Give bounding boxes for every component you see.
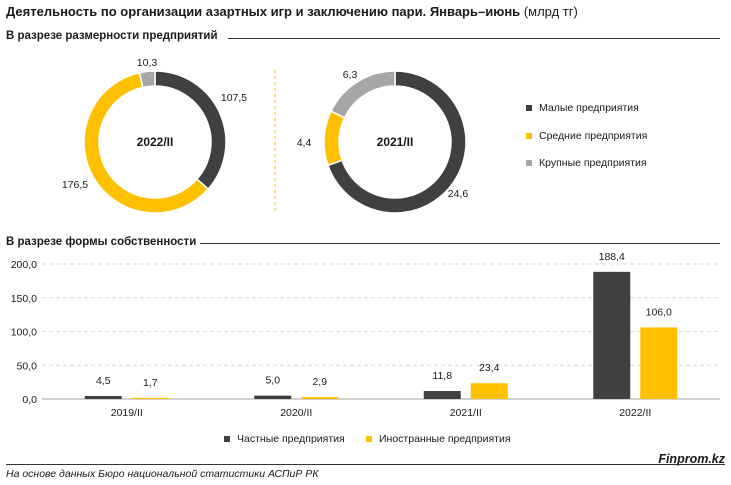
- bar-label-0-2: 11,8: [432, 370, 452, 382]
- section-title-size: В разрезе размерности предприятий: [6, 30, 218, 42]
- legend-size-swatch-0: [526, 105, 532, 111]
- donut-0-slice-2: [138, 70, 156, 89]
- donut-0-label-2: 10,3: [137, 57, 158, 69]
- x-tick-label-1: 2020/II: [280, 407, 312, 419]
- donut-1-label-0: 24,6: [448, 188, 469, 200]
- legend-ownership-item-1: Иностранные предприятия: [366, 433, 511, 445]
- legend-size-label-2: Крупные предприятия: [539, 157, 647, 169]
- chart-title-text: Деятельность по организации азартных игр…: [6, 4, 521, 19]
- legend-ownership-label-0: Частные предприятия: [237, 433, 345, 445]
- legend-ownership-item-0: Частные предприятия: [224, 433, 345, 445]
- y-tick-label-2: 100,0: [11, 327, 37, 339]
- legend-size-item-1: Средние предприятия: [526, 130, 647, 142]
- bar-label-1-0: 1,7: [143, 377, 158, 389]
- donut-1-center-label: 2021/II: [377, 135, 414, 149]
- x-tick-label-0: 2019/II: [111, 407, 143, 419]
- donut-1-label-2: 6,3: [343, 69, 358, 81]
- donut-1-slice-0: [326, 70, 467, 214]
- bar-0-0: [84, 395, 122, 399]
- legend-size-swatch-1: [526, 133, 532, 139]
- chart-title-unit: (млрд тг): [523, 4, 578, 19]
- donut-1-slice-1: [323, 110, 346, 167]
- donut-0-slice-1: [83, 71, 210, 214]
- donut-0-center-label: 2022/II: [137, 135, 174, 149]
- bar-label-0-0: 4,5: [96, 375, 111, 387]
- x-tick-label-2: 2021/II: [450, 407, 482, 419]
- legend-size-item-0: Малые предприятия: [526, 102, 639, 114]
- brand-label: Finprom.kz: [658, 452, 725, 466]
- donut-1-slice-2: [330, 70, 396, 119]
- bar-1-3: [640, 327, 678, 399]
- section-divider-ownership: [200, 243, 720, 244]
- bar-0-1: [254, 395, 292, 399]
- footer-divider: [6, 464, 725, 465]
- bar-label-0-3: 188,4: [599, 251, 625, 263]
- bar-1-1: [301, 397, 339, 399]
- donut-0-label-1: 176,5: [62, 179, 88, 191]
- bar-0-2: [423, 391, 461, 399]
- source-note: На основе данных Бюро национальной стати…: [6, 468, 319, 480]
- legend-size-label-0: Малые предприятия: [539, 102, 639, 114]
- legend-size-label-1: Средние предприятия: [539, 130, 648, 142]
- bar-label-1-2: 23,4: [479, 362, 500, 374]
- legend-size-swatch-2: [526, 160, 532, 166]
- chart-title: Деятельность по организации азартных игр…: [6, 4, 578, 19]
- donut-0-slice-0: [154, 70, 227, 191]
- bar-label-1-1: 2,9: [312, 376, 327, 388]
- x-tick-label-3: 2022/II: [619, 407, 651, 419]
- bar-1-2: [470, 383, 508, 399]
- section-divider-size: [228, 38, 720, 39]
- legend-size-item-2: Крупные предприятия: [526, 157, 647, 169]
- legend-ownership-label-1: Иностранные предприятия: [379, 433, 511, 445]
- y-tick-label-4: 200,0: [11, 259, 37, 271]
- y-tick-label-1: 50,0: [17, 360, 38, 372]
- y-tick-label-3: 150,0: [11, 293, 37, 305]
- bar-label-0-1: 5,0: [265, 375, 280, 387]
- bar-label-1-3: 106,0: [646, 306, 672, 318]
- legend-ownership-swatch-1: [366, 436, 372, 442]
- bar-1-0: [131, 397, 169, 399]
- y-tick-label-0: 0,0: [22, 394, 37, 406]
- donut-1-label-1: 4,4: [297, 137, 312, 149]
- donut-0-label-0: 107,5: [221, 92, 247, 104]
- section-title-ownership: В разрезе формы собственности: [6, 236, 197, 248]
- legend-ownership-swatch-0: [224, 436, 230, 442]
- bar-0-3: [593, 271, 631, 399]
